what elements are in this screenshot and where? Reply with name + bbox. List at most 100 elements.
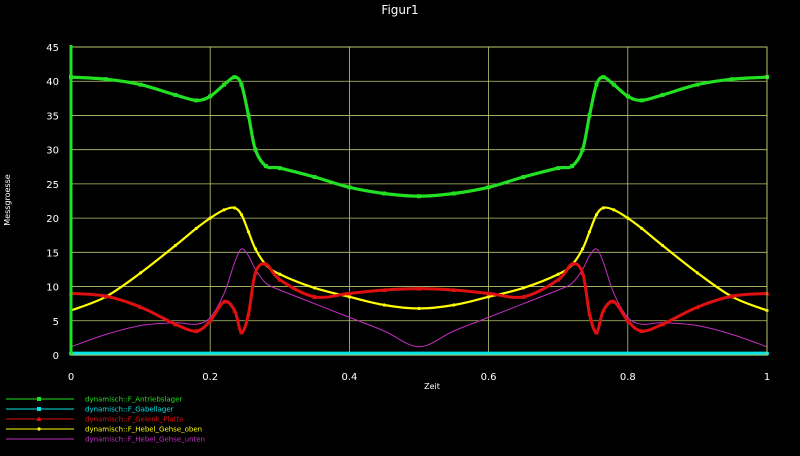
data-point (600, 308, 606, 313)
data-point (639, 98, 644, 103)
data-point (263, 164, 268, 169)
data-point (208, 216, 212, 220)
data-point (570, 164, 575, 169)
legend-marker (36, 416, 42, 421)
data-point (382, 303, 386, 307)
data-point (232, 308, 238, 313)
data-point (239, 213, 244, 217)
data-point (222, 208, 226, 212)
data-point (222, 82, 227, 87)
data-point (660, 92, 665, 97)
data-point (172, 321, 178, 327)
data-point (239, 82, 244, 87)
data-point (253, 147, 258, 152)
data-point (593, 329, 599, 335)
x-tick-label: 0.8 (620, 372, 636, 383)
x-tick-label: 0.2 (202, 372, 218, 383)
data-point (103, 77, 108, 82)
legend-marker (37, 407, 41, 411)
legend-entry: dynamisch::F_Hebel_Gehse_oben (85, 426, 202, 434)
data-point (452, 303, 456, 307)
data-point (277, 166, 282, 171)
data-point (555, 277, 561, 282)
data-point (661, 243, 665, 248)
data-point (611, 82, 616, 87)
data-point (138, 304, 144, 310)
data-point (486, 185, 491, 190)
data-point (520, 294, 526, 299)
data-point (695, 271, 700, 275)
data-point (312, 294, 318, 299)
data-point (594, 82, 599, 87)
data-point (173, 92, 178, 97)
data-point (601, 206, 606, 210)
data-point (486, 290, 492, 296)
data-point (312, 175, 317, 180)
data-point (569, 261, 575, 266)
data-point (382, 191, 387, 196)
data-point (232, 206, 237, 210)
data-point (730, 77, 735, 82)
data-point (580, 147, 585, 152)
data-point (194, 98, 199, 103)
data-point (245, 311, 251, 316)
data-point (232, 75, 237, 80)
x-tick-label: 0 (68, 372, 74, 383)
data-point (451, 287, 457, 292)
y-tick-label: 35 (46, 111, 59, 122)
data-point (313, 286, 317, 290)
data-point (347, 295, 351, 299)
data-point (278, 272, 282, 276)
data-point (246, 230, 251, 234)
y-tick-label: 25 (46, 180, 59, 191)
y-tick-label: 40 (46, 77, 59, 88)
legend-entry: dynamisch::F_Hebel_Gehse_unten (85, 436, 205, 444)
data-point (580, 247, 585, 251)
data-point (640, 226, 644, 230)
data-point (263, 261, 269, 266)
y-tick-label: 45 (46, 43, 59, 54)
data-point (660, 321, 666, 327)
legend-entry: dynamisch::F_Gabellager (85, 406, 174, 414)
legend-entry: dynamisch::F_Antriebslager (85, 396, 182, 404)
data-point (246, 113, 251, 118)
legend-marker (37, 397, 41, 401)
data-point (594, 213, 599, 217)
y-tick-label: 20 (46, 214, 59, 225)
data-point (601, 75, 606, 80)
data-point (639, 328, 645, 334)
data-point (253, 247, 258, 251)
data-point (580, 270, 586, 275)
y-tick-label: 5 (53, 317, 59, 328)
data-point (347, 185, 352, 190)
legend: dynamisch::F_Antriebslagerdynamisch::F_G… (6, 396, 205, 444)
y-tick-label: 0 (53, 351, 59, 362)
data-point (694, 304, 700, 310)
series-line-4 (70, 248, 768, 348)
chart-title: Figur1 (381, 3, 418, 17)
data-point (612, 208, 616, 212)
y-tick-label: 15 (46, 248, 59, 259)
x-tick-label: 0.6 (481, 372, 497, 383)
data-point (194, 226, 198, 230)
data-point (252, 270, 258, 275)
x-tick-label: 1 (764, 372, 770, 383)
data-point (729, 293, 735, 299)
x-tick-label: 0.4 (341, 372, 357, 383)
data-point (221, 299, 227, 304)
data-point (416, 286, 422, 291)
data-point (587, 311, 593, 316)
plot-series (68, 75, 770, 356)
data-point (346, 290, 352, 296)
data-point (193, 328, 199, 334)
data-point (173, 243, 177, 248)
y-axis-title: Messgroesse (3, 174, 12, 226)
data-point (207, 318, 213, 323)
data-point (417, 194, 421, 199)
data-point (138, 82, 143, 87)
data-point (103, 293, 109, 299)
x-axis-title: Zeit (424, 382, 440, 391)
data-point (208, 94, 213, 99)
